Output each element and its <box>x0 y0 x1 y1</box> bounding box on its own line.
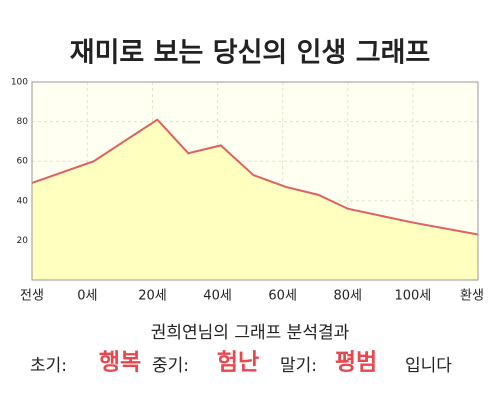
x-tick-label: 20세 <box>138 289 167 304</box>
result-heading: 권희연님의 그래프 분석결과 <box>151 323 350 343</box>
y-tick-label: 80 <box>17 117 29 127</box>
chart-title: 재미로 보는 당신의 인생 그래프 <box>70 38 431 69</box>
result-suffix: 입니다 <box>405 356 452 376</box>
y-tick-label: 20 <box>17 236 29 246</box>
plot-border <box>31 81 479 281</box>
y-tick-label: 60 <box>17 157 29 167</box>
result-label: 중기: <box>152 356 189 376</box>
x-tick-label: 0세 <box>77 289 97 304</box>
result-label: 초기: <box>30 356 67 376</box>
x-tick-label: 60세 <box>268 289 297 304</box>
x-tick-label: 100세 <box>394 289 431 304</box>
result-value: 행복 <box>99 350 141 376</box>
y-tick-label: 100 <box>11 78 28 88</box>
area <box>32 119 478 281</box>
result-value: 평범 <box>335 350 377 376</box>
result-label: 말기: <box>280 356 317 376</box>
line <box>31 118 479 236</box>
x-tick-label: 40세 <box>203 289 232 304</box>
y-tick-label: 40 <box>17 196 29 206</box>
result-value: 험난 <box>217 350 259 376</box>
x-tick-label: 전생 <box>20 289 44 304</box>
x-tick-label: 80세 <box>334 289 363 304</box>
x-tick-label: 환생 <box>460 289 484 304</box>
